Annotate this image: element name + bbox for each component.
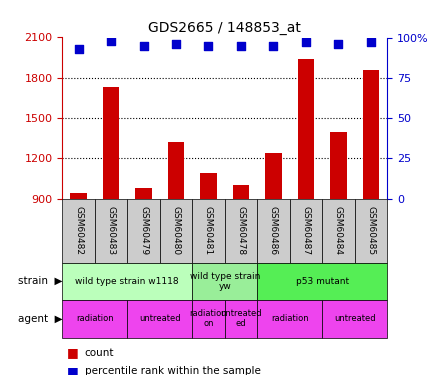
Bar — [257, 262, 387, 300]
Bar — [257, 300, 322, 338]
Bar — [62, 262, 192, 300]
Bar — [257, 199, 290, 262]
Text: GSM60482: GSM60482 — [74, 206, 83, 255]
Text: untreated: untreated — [139, 314, 181, 323]
Point — [270, 43, 277, 49]
Bar — [192, 300, 225, 338]
Bar — [290, 199, 322, 262]
Text: radiation
on: radiation on — [190, 309, 227, 328]
Text: radiation: radiation — [271, 314, 308, 323]
Text: wild type strain w1118: wild type strain w1118 — [76, 277, 179, 286]
Bar — [192, 199, 225, 262]
Text: untreated: untreated — [334, 314, 376, 323]
Bar — [355, 199, 387, 262]
Text: untreated
ed: untreated ed — [220, 309, 262, 328]
Bar — [160, 199, 192, 262]
Bar — [127, 300, 192, 338]
Text: GSM60481: GSM60481 — [204, 206, 213, 255]
Bar — [298, 59, 314, 320]
Point — [75, 46, 82, 52]
Point — [368, 39, 375, 45]
Bar — [233, 185, 249, 320]
Point — [205, 43, 212, 49]
Bar — [265, 153, 282, 320]
Text: ■: ■ — [67, 365, 78, 375]
Bar — [135, 188, 152, 320]
Bar — [363, 70, 379, 320]
Text: ■: ■ — [67, 346, 78, 359]
Text: GSM60479: GSM60479 — [139, 206, 148, 255]
Bar — [322, 199, 355, 262]
Point — [140, 43, 147, 49]
Text: percentile rank within the sample: percentile rank within the sample — [85, 366, 260, 375]
Text: agent  ▶: agent ▶ — [18, 314, 62, 324]
Bar — [200, 173, 217, 320]
Bar — [330, 132, 347, 320]
Bar — [62, 199, 95, 262]
Text: GSM60483: GSM60483 — [106, 206, 116, 255]
Text: GSM60486: GSM60486 — [269, 206, 278, 255]
Bar — [62, 300, 127, 338]
Bar — [127, 199, 160, 262]
Point — [108, 38, 115, 44]
Bar — [103, 87, 119, 320]
Bar — [322, 300, 387, 338]
Text: GSM60480: GSM60480 — [171, 206, 181, 255]
Text: strain  ▶: strain ▶ — [18, 276, 62, 286]
Text: radiation: radiation — [76, 314, 113, 323]
Text: count: count — [85, 348, 114, 357]
Point — [238, 43, 245, 49]
Text: GSM60487: GSM60487 — [301, 206, 311, 255]
Title: GDS2665 / 148853_at: GDS2665 / 148853_at — [148, 21, 301, 35]
Point — [303, 39, 310, 45]
Bar — [95, 199, 127, 262]
Point — [173, 41, 180, 47]
Bar — [225, 199, 257, 262]
Bar — [192, 262, 257, 300]
Text: wild type strain
yw: wild type strain yw — [190, 272, 260, 291]
Bar — [70, 194, 87, 320]
Text: GSM60478: GSM60478 — [236, 206, 246, 255]
Text: GSM60484: GSM60484 — [334, 206, 343, 255]
Text: p53 mutant: p53 mutant — [295, 277, 349, 286]
Text: GSM60485: GSM60485 — [366, 206, 376, 255]
Bar — [225, 300, 257, 338]
Bar — [168, 142, 184, 320]
Point — [335, 41, 342, 47]
